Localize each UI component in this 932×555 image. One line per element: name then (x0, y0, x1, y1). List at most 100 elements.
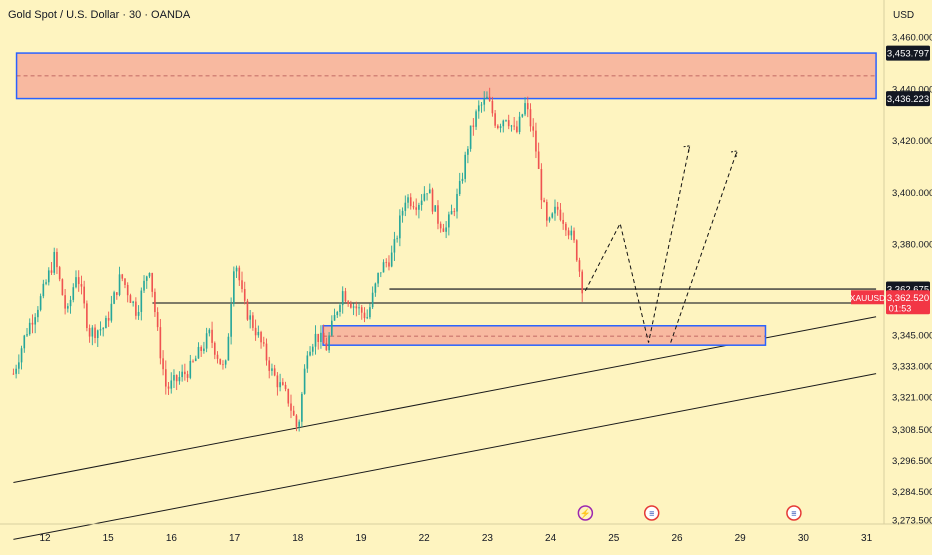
candle-body (314, 333, 317, 347)
candle-body (116, 292, 118, 295)
candle-body (423, 193, 426, 201)
candle-body (371, 292, 374, 308)
candle-body (347, 301, 349, 304)
price-tag-box (886, 45, 930, 61)
candle-body (192, 360, 194, 362)
candle-body (311, 346, 314, 352)
candle-body (339, 305, 341, 312)
us-flag-icon-glyph: ≡ (649, 509, 654, 519)
candle-body (532, 126, 535, 131)
candle-body (197, 346, 200, 359)
candle-body (113, 292, 115, 304)
symbol-title[interactable]: Gold Spot / U.S. Dollar · 30 · OANDA (8, 9, 191, 21)
candle-body (181, 371, 183, 378)
candle-body (238, 267, 241, 281)
candle-body (497, 125, 499, 129)
event-markers: ⚡ ≡ ≡ (577, 505, 802, 521)
candle-body (526, 103, 529, 110)
candle-body (352, 306, 355, 308)
candle-body (69, 299, 72, 307)
supply-demand-zones (15, 52, 877, 346)
candle-body (401, 210, 404, 216)
candle-body (382, 262, 385, 273)
price-tag-box (886, 91, 930, 107)
ticker-tag-label: XAUUSD (850, 293, 885, 303)
candle-body (486, 96, 488, 99)
candle-body (567, 230, 570, 236)
candle-body (303, 368, 306, 394)
candle-body (200, 346, 203, 351)
candle-body (426, 193, 428, 195)
candle-body (67, 306, 69, 309)
y-tick-label: 3,273.500 (892, 516, 932, 527)
candle-body (129, 295, 132, 303)
candle-body (56, 251, 58, 268)
candle-body (551, 213, 554, 218)
candle-body (320, 332, 322, 342)
candle-body (137, 311, 140, 316)
time-axis[interactable]: 12 15 16 17 18 19 22 23 24 25 26 29 30 31 (39, 533, 872, 544)
candle-body (102, 328, 105, 330)
y-tick-label: 3,460.000 (892, 33, 932, 44)
candle-body (546, 201, 548, 221)
candle-body (350, 303, 352, 308)
candle-body (162, 358, 164, 370)
candle-body (521, 114, 524, 117)
candle-body (317, 333, 320, 342)
projection-path-2 (670, 150, 738, 343)
candle-body (516, 126, 518, 132)
price-axis[interactable]: 3,460.000 3,440.000 3,420.000 3,400.000 3,38… (892, 33, 932, 527)
candle-body (26, 334, 28, 336)
candle-body (399, 215, 401, 239)
price-tag-label: 3,436.223 (887, 94, 929, 105)
candle-body (156, 312, 159, 328)
x-tick-label: 17 (229, 533, 241, 544)
candle-body (72, 287, 75, 300)
candle-body (80, 284, 83, 287)
candle-body (488, 96, 491, 101)
candle-body (61, 279, 64, 296)
candle-body (83, 286, 85, 304)
y-tick-label: 3,321.000 (892, 392, 932, 403)
candle-body (404, 202, 407, 211)
candle-body (254, 327, 257, 336)
candle-body (570, 230, 573, 236)
candle-body (388, 262, 390, 267)
candle-body (194, 358, 197, 362)
candle-body (325, 343, 328, 351)
countdown-label: 01:53 (889, 303, 912, 313)
candle-body (480, 104, 483, 106)
candle-body (412, 206, 415, 208)
candle-body (107, 317, 110, 321)
candle-body (428, 189, 431, 194)
candle-body (12, 373, 15, 375)
x-tick-label: 24 (545, 533, 557, 544)
x-tick-label: 19 (355, 533, 367, 544)
candle-body (366, 317, 369, 319)
y-tick-label: 3,296.500 (892, 456, 932, 467)
x-tick-label: 18 (292, 533, 304, 544)
candle-body (306, 355, 309, 369)
candle-body (494, 113, 496, 126)
candle-body (477, 105, 480, 112)
candle-body (513, 125, 515, 127)
last-price-box (886, 290, 930, 315)
candle-body (124, 278, 126, 285)
x-tick-label: 31 (861, 533, 873, 544)
currency-label[interactable]: USD (893, 10, 914, 21)
candle-body (358, 307, 360, 309)
candle-body (249, 315, 251, 320)
candle-body (505, 120, 507, 121)
last-price-label: 3,362.520 (887, 293, 929, 304)
candle-body (379, 272, 382, 274)
candle-body (331, 320, 333, 336)
x-tick-label: 25 (608, 533, 620, 544)
candle-body (94, 327, 96, 338)
candle-body (295, 415, 298, 427)
candle-body (148, 272, 151, 277)
candle-body (309, 351, 311, 356)
candle-body (491, 100, 494, 114)
candle-body (34, 317, 36, 325)
